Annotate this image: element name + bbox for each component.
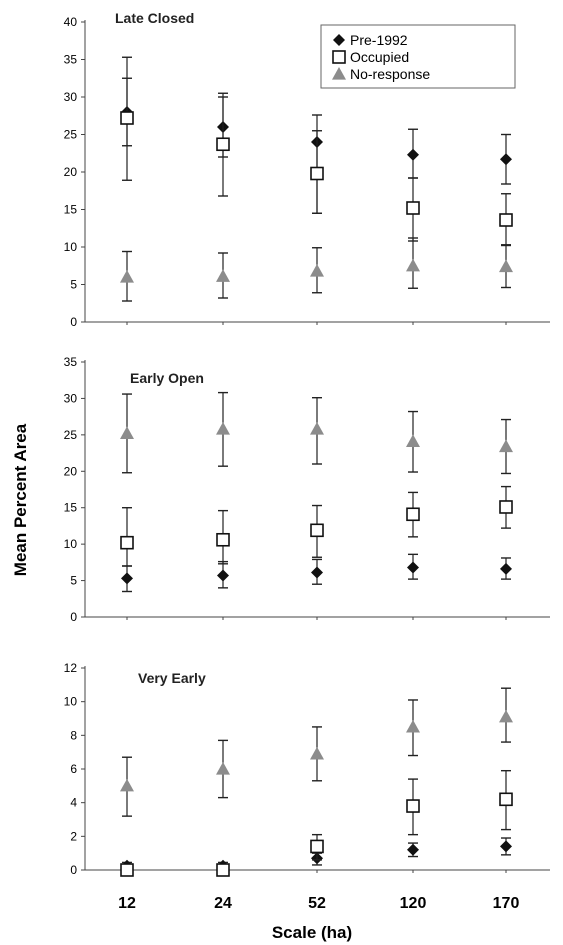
occupied-marker bbox=[120, 863, 134, 877]
occupied-marker bbox=[310, 839, 324, 854]
y-tick-label: 15 bbox=[64, 203, 78, 217]
y-tick-label: 10 bbox=[64, 537, 78, 551]
occupied-marker bbox=[216, 137, 230, 152]
legend-label: No-response bbox=[350, 66, 430, 82]
series-occupied bbox=[120, 485, 513, 567]
panel-title: Early Open bbox=[130, 370, 204, 386]
legend-noresponse-marker bbox=[332, 67, 346, 80]
noresponse-marker bbox=[120, 426, 134, 439]
y-tick-label: 30 bbox=[64, 391, 78, 405]
y-tick-label: 20 bbox=[64, 165, 78, 179]
pre1992-marker bbox=[407, 561, 419, 574]
occupied-marker bbox=[310, 523, 324, 538]
y-tick-label: 20 bbox=[64, 464, 78, 478]
panel-0: 0 5 10 15 20 25 30 35 40 Late Closed bbox=[64, 10, 550, 329]
panel-1: 0 5 10 15 20 25 30 35 Early Open bbox=[64, 355, 550, 624]
noresponse-marker bbox=[499, 709, 513, 723]
series-noresponse bbox=[120, 237, 513, 302]
pre1992-marker bbox=[407, 843, 419, 856]
y-tick-label: 10 bbox=[64, 240, 78, 254]
noresponse-marker bbox=[216, 422, 230, 435]
series-occupied bbox=[120, 769, 513, 877]
y-tick-label: 25 bbox=[64, 428, 78, 442]
noresponse-marker bbox=[216, 762, 230, 775]
x-tick-labels: 12 24 52 120 170 bbox=[118, 895, 519, 912]
panel-title: Very Early bbox=[138, 670, 206, 686]
y-tick-label: 5 bbox=[70, 278, 77, 292]
occupied-marker bbox=[216, 532, 230, 547]
noresponse-marker bbox=[120, 270, 134, 283]
y-tick-label: 30 bbox=[64, 90, 78, 104]
legend-label: Pre-1992 bbox=[350, 32, 408, 48]
x-tick-label: 52 bbox=[308, 895, 326, 912]
noresponse-marker bbox=[406, 434, 420, 448]
occupied-marker bbox=[120, 111, 134, 125]
y-tick-label: 2 bbox=[70, 829, 77, 843]
y-tick-label: 35 bbox=[64, 53, 78, 67]
legend-occupied-marker bbox=[332, 50, 346, 64]
pre1992-marker bbox=[500, 562, 512, 575]
noresponse-marker bbox=[216, 269, 230, 282]
noresponse-marker bbox=[310, 264, 324, 277]
legend-box bbox=[320, 24, 516, 89]
x-tick-label: 24 bbox=[214, 895, 232, 912]
x-axis-label: Scale (ha) bbox=[272, 923, 352, 942]
y-tick-label: 0 bbox=[70, 610, 77, 624]
legend-label: Occupied bbox=[350, 49, 409, 65]
occupied-marker bbox=[406, 201, 420, 215]
panel-title: Late Closed bbox=[115, 10, 194, 26]
y-tick-label: 25 bbox=[64, 128, 78, 142]
series-noresponse bbox=[120, 687, 513, 817]
occupied-marker bbox=[120, 535, 134, 550]
legend-pre1992-marker bbox=[333, 34, 345, 46]
noresponse-marker bbox=[499, 439, 513, 453]
pre1992-marker bbox=[500, 840, 512, 853]
noresponse-marker bbox=[406, 258, 420, 272]
y-tick-label: 12 bbox=[64, 661, 78, 675]
x-tick-label: 12 bbox=[118, 895, 136, 912]
occupied-marker bbox=[310, 166, 324, 181]
y-tick-label: 10 bbox=[64, 695, 78, 709]
panel-2: 0 2 4 6 8 10 12 Very Early bbox=[64, 661, 550, 877]
y-tick-label: 0 bbox=[70, 315, 77, 329]
y-tick-label: 0 bbox=[70, 863, 77, 877]
noresponse-marker bbox=[406, 719, 420, 733]
noresponse-marker bbox=[310, 746, 324, 760]
x-tick-label: 170 bbox=[493, 895, 520, 912]
series-noresponse bbox=[120, 391, 513, 475]
noresponse-marker bbox=[120, 778, 134, 792]
y-tick-label: 40 bbox=[64, 15, 78, 29]
noresponse-marker bbox=[499, 259, 513, 273]
pre1992-marker bbox=[311, 566, 323, 579]
noresponse-marker bbox=[310, 422, 324, 435]
series-occupied bbox=[120, 56, 513, 247]
pre1992-marker bbox=[121, 572, 133, 585]
occupied-marker bbox=[406, 799, 420, 813]
pre1992-marker bbox=[407, 148, 419, 161]
y-tick-label: 6 bbox=[70, 762, 77, 776]
y-tick-label: 8 bbox=[70, 728, 77, 742]
occupied-marker bbox=[406, 507, 420, 522]
occupied-marker bbox=[499, 792, 513, 807]
occupied-marker bbox=[499, 213, 513, 227]
occupied-marker bbox=[499, 500, 513, 514]
pre1992-marker bbox=[500, 153, 512, 166]
y-tick-label: 4 bbox=[70, 796, 77, 810]
x-tick-label: 120 bbox=[400, 895, 427, 912]
series-pre1992 bbox=[121, 553, 512, 593]
pre1992-marker bbox=[217, 569, 229, 582]
occupied-marker bbox=[216, 863, 230, 877]
y-tick-label: 5 bbox=[70, 574, 77, 588]
y-tick-label: 15 bbox=[64, 501, 78, 515]
y-tick-label: 35 bbox=[64, 355, 78, 369]
y-axis-label: Mean Percent Area bbox=[11, 423, 30, 576]
